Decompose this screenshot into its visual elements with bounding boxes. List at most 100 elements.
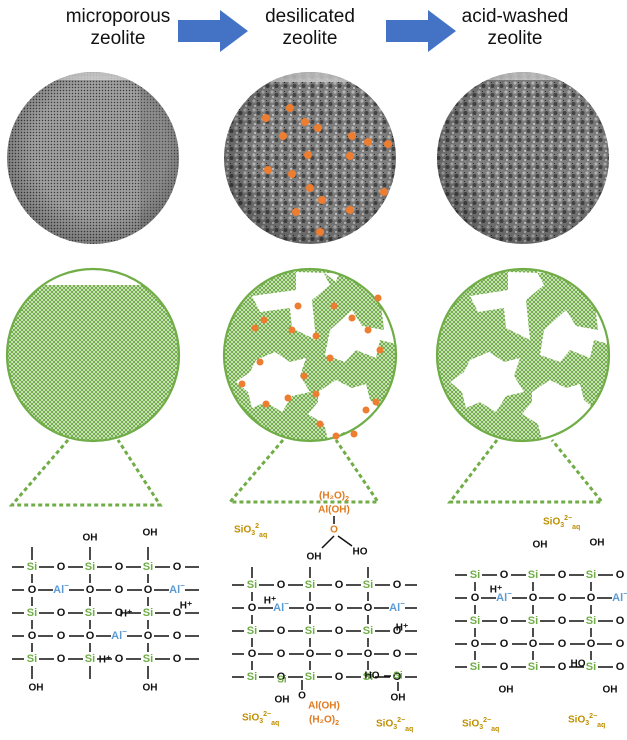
- schematic-microporous: [0, 269, 200, 445]
- o-atom: O: [500, 638, 509, 650]
- si-atom: Si: [247, 625, 257, 637]
- si-atom: Si: [27, 561, 37, 573]
- si-atom: Si: [363, 625, 373, 637]
- particle-dot: [306, 184, 314, 192]
- hydroxyl-label: OH: [590, 538, 605, 549]
- si-atom: Si: [470, 661, 480, 673]
- particle-dot: [351, 431, 358, 438]
- si-atom: Si: [143, 561, 153, 573]
- particle-dot: [301, 373, 308, 380]
- silicate-label: SiO32−aq: [242, 711, 279, 727]
- o-atom: O: [28, 584, 37, 596]
- o-atom: O: [558, 661, 567, 673]
- o-atom: O: [558, 638, 567, 650]
- si-atom: Si: [85, 561, 95, 573]
- o-atom: O: [115, 561, 124, 573]
- si-atom: Si: [393, 671, 403, 682]
- o-atom: O: [248, 602, 257, 614]
- si-atom: Si: [277, 675, 287, 686]
- hydroxyl-label: OH: [29, 683, 44, 694]
- o-atom: O: [277, 648, 286, 660]
- hydroxyl-label: OH: [603, 685, 618, 696]
- o-atom: O: [306, 602, 315, 614]
- particle-dot: [304, 151, 312, 159]
- o-atom: O: [335, 579, 344, 591]
- tem-image-microporous: [0, 60, 200, 260]
- particle-dot: [384, 140, 392, 148]
- o-atom: O: [335, 648, 344, 660]
- bond-line: [338, 536, 352, 546]
- particle-dot: [346, 206, 354, 214]
- proton-label: H⁺: [396, 623, 409, 634]
- o-atom: O: [330, 525, 338, 536]
- o-atom: O: [364, 602, 373, 614]
- silicate-label: SiO32−aq: [376, 717, 413, 733]
- si-atom: Si: [528, 661, 538, 673]
- o-atom: O: [173, 630, 182, 642]
- particle-dot: [318, 196, 326, 204]
- aluminum-hydroxide-label: Al(OH): [318, 505, 350, 516]
- si-atom: Si: [27, 607, 37, 619]
- o-atom: O: [500, 569, 509, 581]
- si-atom: Si: [305, 671, 315, 683]
- proton-label: H⁺: [120, 609, 133, 620]
- particle-dot: [286, 104, 294, 112]
- si-atom: Si: [85, 607, 95, 619]
- si-atom: Si: [586, 661, 596, 673]
- o-atom: O: [144, 630, 153, 642]
- o-atom: O: [393, 648, 402, 660]
- proton-label: H⁺: [180, 601, 193, 612]
- al-atom: Al−: [53, 581, 69, 596]
- o-atom: O: [57, 561, 66, 573]
- o-atom: O: [587, 592, 596, 604]
- si-atom: Si: [85, 653, 95, 665]
- particle-dot: [317, 421, 324, 428]
- particle-dot: [373, 399, 380, 406]
- particle-dot: [285, 395, 292, 402]
- particle-dot: [365, 327, 372, 334]
- si-atom: Si: [470, 569, 480, 581]
- al-atom: Al−: [612, 589, 627, 604]
- particle-dot: [252, 325, 259, 332]
- o-atom: O: [277, 579, 286, 591]
- schematic-acid-washed: [430, 265, 627, 450]
- o-atom: O: [529, 592, 538, 604]
- hydroxyl-label: OH: [391, 693, 406, 704]
- hydroxyl-label: HO: [571, 659, 586, 670]
- al-atom: Al−: [389, 599, 405, 614]
- o-atom: O: [500, 661, 509, 673]
- particle-dot: [346, 152, 354, 160]
- o-atom: O: [28, 630, 37, 642]
- particle-dot: [292, 208, 300, 216]
- proton-label: H⁺: [490, 585, 503, 596]
- hydroxyl-label: OH: [143, 528, 158, 539]
- o-atom: O: [335, 671, 344, 683]
- silicate-label: SiO32−aq: [543, 515, 580, 531]
- hydroxyl-label: OH: [307, 552, 322, 563]
- si-atom: Si: [247, 579, 257, 591]
- si-atom: Si: [247, 671, 257, 683]
- o-atom: O: [248, 648, 257, 660]
- particle-dot: [263, 401, 270, 408]
- particle-dot: [377, 347, 384, 354]
- hydroxyl-label: HO: [365, 671, 380, 682]
- o-atom: O: [529, 638, 538, 650]
- particle-dot: [380, 188, 388, 196]
- particle-dot: [348, 132, 356, 140]
- aluminum-hydroxide-label: Al(OH): [308, 701, 340, 712]
- framework-structures: Si O Si O Si OO Al− O O O Al−Si O Si O Si OO O O Al− O OSi O S…: [12, 491, 627, 733]
- si-atom: Si: [143, 607, 153, 619]
- o-atom: O: [144, 584, 153, 596]
- hydroxyl-label: OH: [533, 540, 548, 551]
- particle-dot: [349, 315, 356, 322]
- o-atom: O: [471, 592, 480, 604]
- proton-label: H⁺: [99, 655, 112, 666]
- o-atom: O: [115, 653, 124, 665]
- o-atom: O: [616, 569, 625, 581]
- si-atom: Si: [528, 569, 538, 581]
- particle-dot: [314, 124, 322, 132]
- si-atom: Si: [586, 615, 596, 627]
- al-atom: Al−: [169, 581, 185, 596]
- si-atom: Si: [470, 615, 480, 627]
